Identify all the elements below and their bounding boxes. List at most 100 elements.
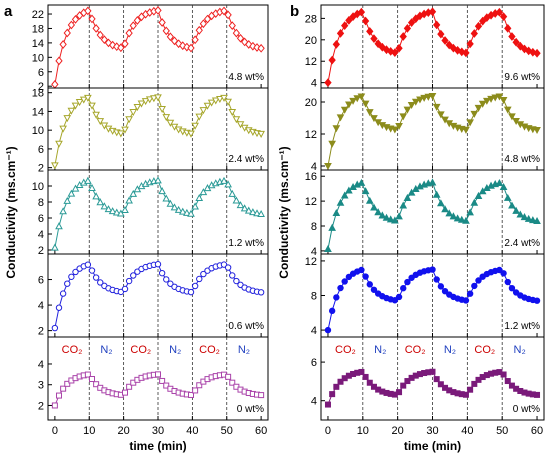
y-tick-label: 4 [311, 78, 317, 90]
y-tick-label: 6 [311, 357, 317, 369]
data-point [333, 294, 340, 301]
data-point [96, 30, 104, 40]
data-point [382, 213, 391, 221]
data-point [437, 199, 445, 207]
y-tick-label: 6 [38, 67, 44, 79]
x-tick-label: 50 [496, 425, 508, 437]
y-tick-label: 18 [32, 88, 44, 100]
y-tick-label: 10 [32, 181, 44, 193]
data-point [441, 116, 449, 124]
data-point [474, 104, 483, 112]
y-axis-label: Conductivity (ms.cm⁻¹) [4, 146, 18, 278]
data-point [88, 267, 96, 274]
y-tick-label: 14 [32, 106, 44, 118]
x-tick-label: 30 [152, 425, 164, 437]
data-point [478, 100, 487, 108]
x-tick-label: 10 [83, 425, 95, 437]
data-point [196, 275, 203, 283]
data-point [466, 119, 474, 127]
data-point [345, 186, 353, 194]
data-point [96, 118, 105, 126]
data-point [108, 207, 117, 215]
data-point [345, 101, 353, 109]
data-point [474, 191, 483, 199]
data-point [470, 198, 479, 206]
data-point [433, 376, 440, 383]
y-tick-label: 10 [32, 52, 44, 64]
data-point [374, 39, 382, 49]
data-point [403, 193, 412, 201]
y-tick-label: 12 [305, 256, 317, 268]
data-point [125, 116, 133, 124]
y-tick-label: 4 [38, 359, 44, 371]
data-point [100, 35, 109, 45]
data-point [387, 47, 395, 56]
data-point [533, 127, 541, 135]
data-point [145, 96, 154, 104]
data-point [59, 290, 67, 297]
data-point [88, 183, 96, 191]
data-point [199, 107, 208, 115]
data-point [341, 21, 349, 31]
data-point [59, 207, 67, 215]
data-point [199, 19, 208, 29]
data-point [358, 266, 365, 274]
data-point [195, 25, 203, 35]
data-point [449, 212, 458, 220]
data-point [428, 93, 437, 101]
data-point [478, 187, 487, 195]
data-point [336, 28, 345, 38]
data-point [474, 21, 483, 31]
data-point [449, 43, 458, 53]
data-point [51, 80, 59, 89]
data-point [370, 34, 378, 44]
data-point [395, 43, 403, 53]
data-point [224, 264, 232, 271]
data-point [158, 18, 166, 27]
data-point [495, 93, 504, 101]
data-point [508, 382, 515, 389]
data-point [51, 402, 58, 409]
data-point [366, 281, 373, 288]
data-point [67, 20, 76, 30]
subplot-b-0: 4 12 20 28 9.6 wt% [305, 4, 545, 90]
data-point [63, 196, 72, 204]
data-point [203, 102, 212, 110]
data-point [328, 307, 336, 315]
data-point [137, 100, 146, 108]
data-point [67, 107, 76, 115]
data-point [340, 191, 349, 199]
x-tick-label: 60 [255, 425, 267, 437]
data-point [500, 371, 507, 378]
data-point [229, 379, 236, 386]
data-point [499, 12, 508, 22]
gas-label: N₂ [238, 344, 250, 356]
data-point [191, 122, 199, 130]
data-point [51, 243, 59, 251]
data-point [51, 324, 59, 332]
data-point [479, 16, 487, 26]
data-point [55, 56, 63, 66]
data-point [192, 387, 199, 394]
data-point [163, 382, 170, 389]
data-point [51, 162, 59, 170]
data-point [508, 113, 516, 121]
y-tick-label: 18 [32, 23, 44, 35]
data-point [362, 273, 369, 280]
x-axis-label: time (min) [129, 439, 186, 453]
data-point [55, 304, 63, 311]
data-point [162, 114, 171, 122]
data-point [56, 392, 62, 399]
data-point [130, 272, 137, 279]
gas-label: N₂ [444, 344, 456, 356]
data-point [60, 385, 67, 392]
y-tick-label: 12 [305, 56, 317, 68]
data-point [232, 116, 241, 124]
data-point [370, 115, 378, 123]
data-point [199, 188, 208, 196]
data-point [411, 98, 420, 106]
data-point [220, 261, 228, 268]
data-point [516, 210, 525, 218]
